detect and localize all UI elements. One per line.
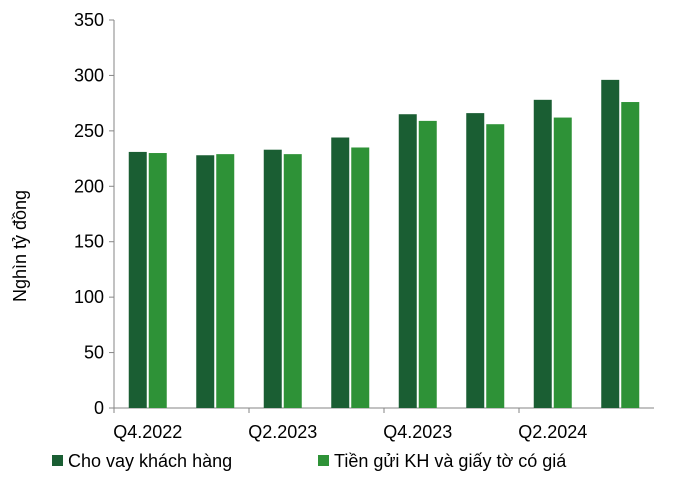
bar-deposits-q3-2024: [621, 102, 640, 408]
bar-deposits-q4-2023: [418, 120, 437, 408]
bars: [128, 79, 640, 409]
bar-loans-q3-2024: [601, 79, 620, 408]
y-tick-label: 50: [84, 343, 104, 363]
bar-loans-q4-2023: [398, 114, 417, 408]
bar-loans-q1-2023: [196, 155, 215, 408]
bar-deposits-q3-2023: [351, 147, 370, 408]
bar-deposits-q2-2023: [283, 154, 302, 408]
y-tick-label: 0: [94, 398, 104, 418]
bar-loans-q2-2023: [263, 149, 282, 408]
bar-deposits-q4-2022: [148, 153, 167, 408]
legend-label: Tiền gửi KH và giấy tờ có giá: [334, 451, 567, 471]
y-tick-label: 250: [74, 121, 104, 141]
bar-loans-q4-2022: [128, 151, 147, 409]
y-axis: 0 50 100 150 200 250 300 350: [74, 10, 115, 418]
bar-loans-q2-2024: [533, 99, 552, 409]
legend-swatch: [52, 455, 63, 466]
y-axis-label: Nghìn tỷ đồng: [10, 190, 30, 302]
x-tick-label: Q4.2022: [113, 422, 182, 442]
x-tick-label: Q2.2024: [518, 422, 587, 442]
legend-label: Cho vay khách hàng: [68, 451, 232, 471]
bar-deposits-q2-2024: [553, 117, 572, 408]
y-tick-label: 300: [74, 65, 104, 85]
x-tick-label: Q4.2023: [383, 422, 452, 442]
x-tick-label: Q2.2023: [248, 422, 317, 442]
bar-deposits-q1-2023: [216, 154, 235, 408]
legend: Cho vay khách hàng Tiền gửi KH và giấy tờ…: [52, 451, 567, 471]
x-axis: Q4.2022 Q2.2023 Q4.2023 Q2.2024: [113, 407, 654, 442]
bar-deposits-q1-2024: [486, 124, 505, 408]
y-tick-label: 350: [74, 10, 104, 30]
legend-swatch: [318, 455, 329, 466]
bar-loans-q1-2024: [466, 113, 485, 409]
y-tick-label: 100: [74, 287, 104, 307]
y-tick-label: 150: [74, 232, 104, 252]
y-tick-label: 200: [74, 176, 104, 196]
bar-loans-q3-2023: [331, 137, 350, 408]
